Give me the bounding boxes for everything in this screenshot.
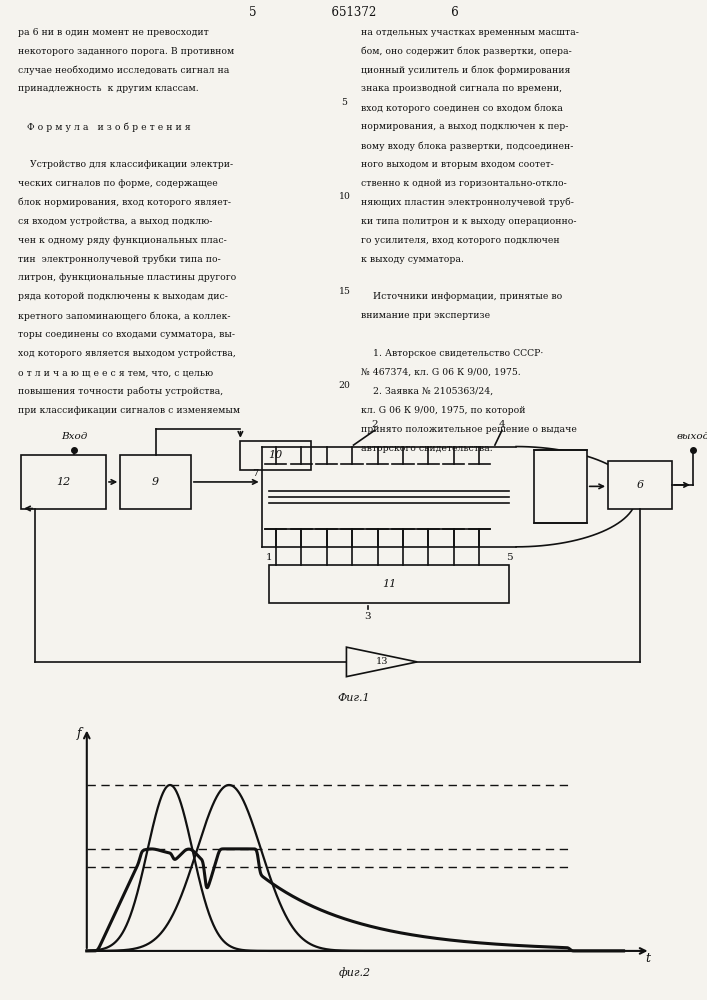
Text: ход которого является выходом устройства,: ход которого является выходом устройства…: [18, 349, 235, 358]
Text: принадлежность  к другим классам.: принадлежность к другим классам.: [18, 84, 199, 93]
Bar: [608, 461, 672, 508]
Text: 12: 12: [57, 477, 71, 487]
Text: t: t: [645, 952, 650, 965]
Text: го усилителя, вход которого подключен: го усилителя, вход которого подключен: [361, 236, 559, 245]
Text: повышения точности работы устройства,: повышения точности работы устройства,: [18, 387, 223, 396]
Text: ционный усилитель и блок формирования: ционный усилитель и блок формирования: [361, 65, 570, 75]
Text: 11: 11: [382, 579, 396, 589]
Text: ческих сигналов по форме, содержащее: ческих сигналов по форме, содержащее: [18, 179, 218, 188]
Text: 1. Авторское свидетельство СССР·: 1. Авторское свидетельство СССР·: [361, 349, 543, 358]
Text: Источники информации, принятые во: Источники информации, принятые во: [361, 292, 562, 301]
Text: № 467374, кл. G 06 К 9/00, 1975.: № 467374, кл. G 06 К 9/00, 1975.: [361, 368, 520, 377]
Text: 5: 5: [506, 553, 513, 562]
Text: знака производной сигнала по времени,: знака производной сигнала по времени,: [361, 84, 561, 93]
Text: Устройство для классификации электри-: Устройство для классификации электри-: [18, 160, 233, 169]
Bar: [240, 441, 311, 470]
Text: 2: 2: [371, 420, 378, 429]
Text: 13: 13: [375, 657, 388, 666]
Text: бом, оно содержит блок развертки, опера-: бом, оно содержит блок развертки, опера-: [361, 47, 571, 56]
Text: литрон, функциональные пластины другого: литрон, функциональные пластины другого: [18, 273, 236, 282]
Text: ся входом устройства, а выход подклю-: ся входом устройства, а выход подклю-: [18, 217, 212, 226]
Text: тин  электроннолучевой трубки типа по-: тин электроннолучевой трубки типа по-: [18, 255, 221, 264]
Text: случае необходимо исследовать сигнал на: случае необходимо исследовать сигнал на: [18, 65, 229, 75]
Text: кл. G 06 К 9/00, 1975, по которой: кл. G 06 К 9/00, 1975, по которой: [361, 406, 525, 415]
Text: вому входу блока развертки, подсоединен-: вому входу блока развертки, подсоединен-: [361, 141, 573, 151]
Text: 8: 8: [537, 463, 544, 472]
Text: 10: 10: [269, 450, 283, 460]
Text: ного выходом и вторым входом соотет-: ного выходом и вторым входом соотет-: [361, 160, 554, 169]
Text: 6: 6: [636, 480, 643, 490]
Text: при классификации сигналов с изменяемым: при классификации сигналов с изменяемым: [18, 406, 240, 415]
Text: ки типа политрон и к выходу операционно-: ки типа политрон и к выходу операционно-: [361, 217, 576, 226]
Bar: [269, 565, 509, 603]
Text: f: f: [76, 727, 81, 740]
Text: авторского свидетельства.: авторского свидетельства.: [361, 444, 492, 453]
Text: внимание при экспертизе: внимание при экспертизе: [361, 311, 490, 320]
Text: 20: 20: [339, 381, 350, 390]
Text: на отдельных участках временным масшта-: на отдельных участках временным масшта-: [361, 28, 578, 37]
Text: 5                    651372                    6: 5 651372 6: [249, 6, 458, 19]
Text: няющих пластин электроннолучевой труб-: няющих пластин электроннолучевой труб-: [361, 198, 573, 207]
Text: 10: 10: [339, 192, 350, 201]
Text: 15: 15: [339, 287, 350, 296]
Text: нормирования, а выход подключен к пер-: нормирования, а выход подключен к пер-: [361, 122, 568, 131]
Text: вход которого соединен со входом блока: вход которого соединен со входом блока: [361, 103, 563, 113]
Text: 3: 3: [364, 612, 371, 621]
Bar: [120, 455, 191, 508]
Text: к выходу сумматора.: к выходу сумматора.: [361, 255, 464, 264]
Text: Вход: Вход: [61, 432, 88, 441]
Text: 4: 4: [498, 420, 506, 429]
Polygon shape: [346, 647, 417, 677]
Text: Фиг.1: Фиг.1: [337, 693, 370, 703]
Text: 1: 1: [265, 553, 272, 562]
Text: блок нормирования, вход которого являет-: блок нормирования, вход которого являет-: [18, 198, 230, 207]
Text: 2. Заявка № 2105363/24,: 2. Заявка № 2105363/24,: [361, 387, 493, 396]
Text: Ф о р м у л а   и з о б р е т е н и я: Ф о р м у л а и з о б р е т е н и я: [18, 122, 190, 132]
Bar: [21, 455, 106, 508]
Bar: [534, 450, 587, 523]
Text: ряда которой подключены к выходам дис-: ряда которой подключены к выходам дис-: [18, 292, 228, 301]
Text: торы соединены со входами сумматора, вы-: торы соединены со входами сумматора, вы-: [18, 330, 235, 339]
Text: ра 6 ни в один момент не превосходит: ра 6 ни в один момент не превосходит: [18, 28, 209, 37]
Text: чен к одному ряду функциональных плас-: чен к одному ряду функциональных плас-: [18, 236, 226, 245]
Text: кретного запоминающего блока, а коллек-: кретного запоминающего блока, а коллек-: [18, 311, 230, 321]
Text: 5: 5: [341, 98, 347, 107]
Text: принято положительное решение о выдаче: принято положительное решение о выдаче: [361, 425, 576, 434]
Text: ственно к одной из горизонтально-откло-: ственно к одной из горизонтально-откло-: [361, 179, 566, 188]
Text: некоторого заданного порога. В противном: некоторого заданного порога. В противном: [18, 47, 234, 56]
Text: о т л и ч а ю щ е е с я тем, что, с целью: о т л и ч а ю щ е е с я тем, что, с цель…: [18, 368, 213, 377]
Text: выход: выход: [676, 432, 707, 441]
Text: 9: 9: [152, 477, 159, 487]
Text: 7: 7: [252, 469, 258, 478]
Text: фиг.2: фиг.2: [339, 967, 371, 978]
